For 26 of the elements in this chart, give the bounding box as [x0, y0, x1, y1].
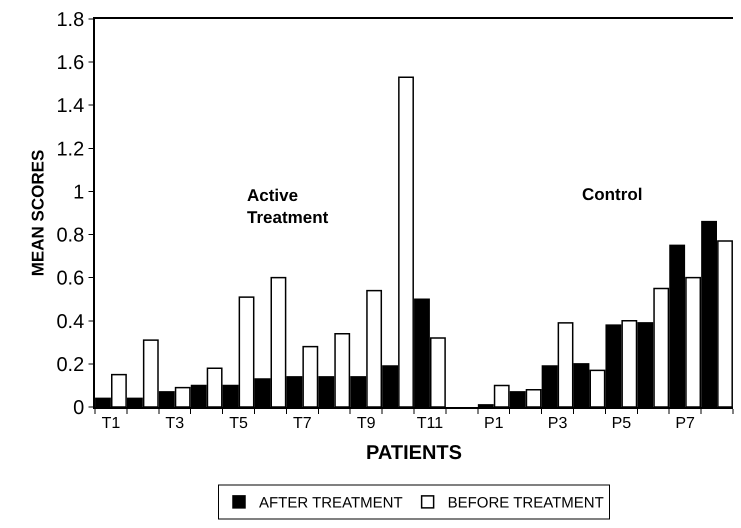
legend-label: BEFORE TREATMENT	[448, 494, 604, 512]
y-tick-label: 0.4	[56, 310, 84, 333]
y-tick-label: 0.8	[56, 224, 84, 247]
x-tick-label: T5	[229, 414, 248, 432]
x-tick-label: P5	[612, 414, 632, 432]
y-tick-label: 0	[73, 397, 84, 419]
y-tick-label: 1.4	[56, 95, 84, 118]
x-tick-label: P3	[548, 414, 568, 432]
x-tick-label: T9	[356, 414, 376, 432]
x-tick-label: T1	[102, 414, 120, 432]
x-tick-label: T11	[416, 414, 444, 432]
y-tick-label: 1	[73, 181, 84, 204]
x-tick-label: T7	[293, 414, 312, 432]
x-tick-label: P1	[484, 414, 504, 432]
y-tick-label: 0.2	[56, 354, 84, 376]
x-axis-title: PATIENTS	[366, 442, 462, 464]
y-tick-label: 1.6	[56, 52, 84, 74]
y-tick-label: 1.8	[56, 9, 84, 31]
y-tick-label: 1.2	[56, 138, 84, 160]
y-tick-label: 0.6	[56, 268, 84, 290]
legend-label: AFTER TREATMENT	[259, 494, 403, 512]
x-tick-label: P7	[675, 414, 696, 432]
x-tick-label: T3	[165, 414, 184, 432]
y-axis-title: MEAN SCORES	[28, 150, 48, 276]
annotation: Active Treatment	[247, 186, 329, 228]
annotation: Control	[582, 185, 642, 204]
